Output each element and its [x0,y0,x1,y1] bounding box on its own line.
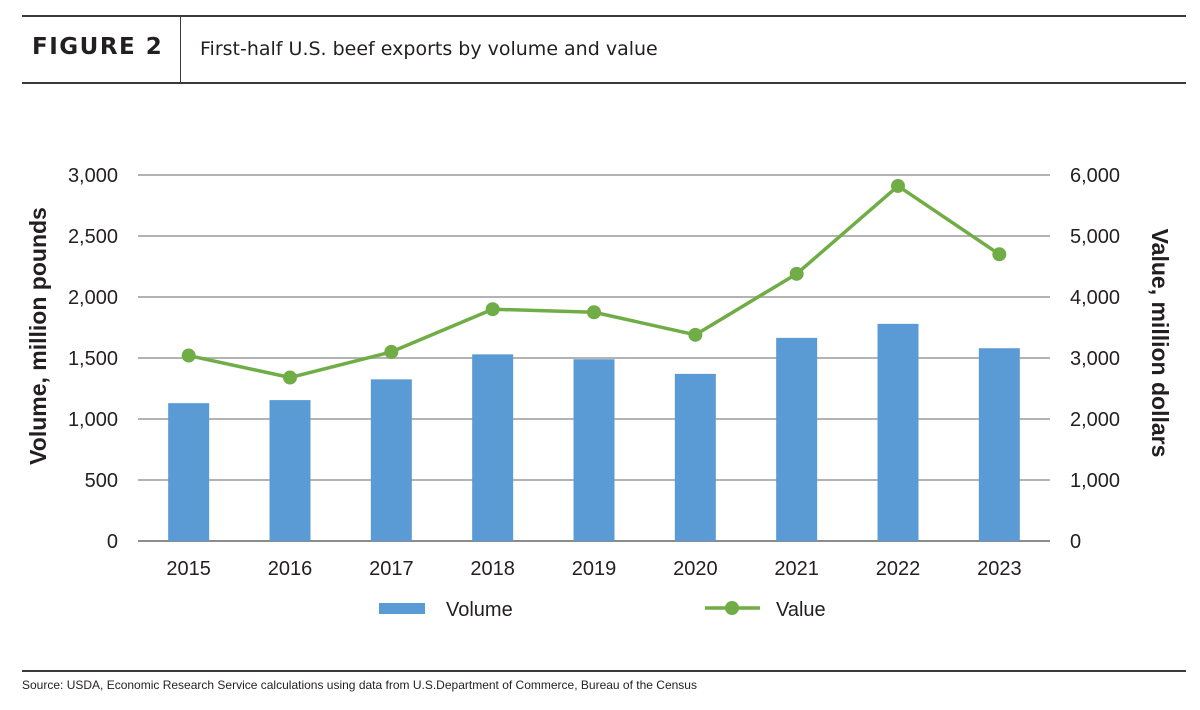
header-divider [180,16,181,82]
value-point [485,302,500,317]
source-note: Source: USDA, Economic Research Service … [22,678,697,692]
volume-bar [269,400,311,541]
left-tick-label: 1,500 [68,348,118,370]
x-tick-label: 2021 [774,558,819,580]
x-tick-label: 2015 [166,558,211,580]
header-top-rule [22,15,1186,17]
x-tick-label: 2020 [673,558,718,580]
value-line [181,178,1007,385]
left-axis-ticks: 0 500 1,000 1,500 2,000 2,500 3,000 [68,165,118,553]
left-tick-label: 2,000 [68,287,118,309]
value-point [181,348,196,363]
right-tick-label: 4,000 [1070,287,1120,309]
value-point [688,327,703,342]
legend: Volume Value [379,599,826,621]
volume-bar [978,348,1020,541]
left-axis-title: Volume, million pounds [25,207,51,465]
x-tick-label: 2019 [572,558,617,580]
value-point [891,178,905,193]
x-tick-label: 2022 [876,558,921,580]
value-point [384,344,399,359]
figure-label: FIGURE 2 [32,34,164,60]
value-point [283,370,297,385]
volume-bar [370,379,412,541]
legend-value-label: Value [776,599,826,621]
right-axis-ticks: 0 1,000 2,000 3,000 4,000 5,000 6,000 [1070,165,1120,553]
x-axis-ticks: 2015 2016 2017 2018 2019 2020 2021 2022 2023 [166,558,1021,580]
right-tick-label: 5,000 [1070,226,1120,248]
left-tick-label: 1,000 [68,409,118,431]
right-tick-label: 6,000 [1070,165,1120,187]
right-tick-label: 0 [1070,531,1081,553]
left-tick-label: 3,000 [68,165,118,187]
legend-volume-swatch [379,603,425,614]
legend-volume-label: Volume [446,599,513,621]
x-tick-label: 2018 [470,558,515,580]
legend-value-swatch-marker [725,601,739,615]
left-tick-label: 2,500 [68,226,118,248]
left-tick-label: 0 [107,531,118,553]
volume-bar [168,403,210,541]
footer-rule [22,670,1186,672]
right-tick-label: 3,000 [1070,348,1120,370]
volume-bar [776,337,818,541]
volume-bar [573,359,615,541]
left-tick-label: 500 [85,470,118,492]
right-tick-label: 1,000 [1070,470,1120,492]
value-point [587,305,601,320]
x-tick-label: 2016 [268,558,313,580]
header-bottom-rule [22,82,1186,84]
value-point [789,266,804,281]
figure-title: First-half U.S. beef exports by volume a… [200,38,658,60]
right-axis-title: Value, million dollars [1147,229,1173,458]
volume-bar [674,373,716,541]
x-tick-label: 2023 [977,558,1022,580]
volume-bars [168,323,1020,541]
right-tick-label: 2,000 [1070,409,1120,431]
x-tick-label: 2017 [369,558,414,580]
volume-bar [472,354,514,541]
volume-bar [877,323,919,541]
value-point [992,247,1007,262]
